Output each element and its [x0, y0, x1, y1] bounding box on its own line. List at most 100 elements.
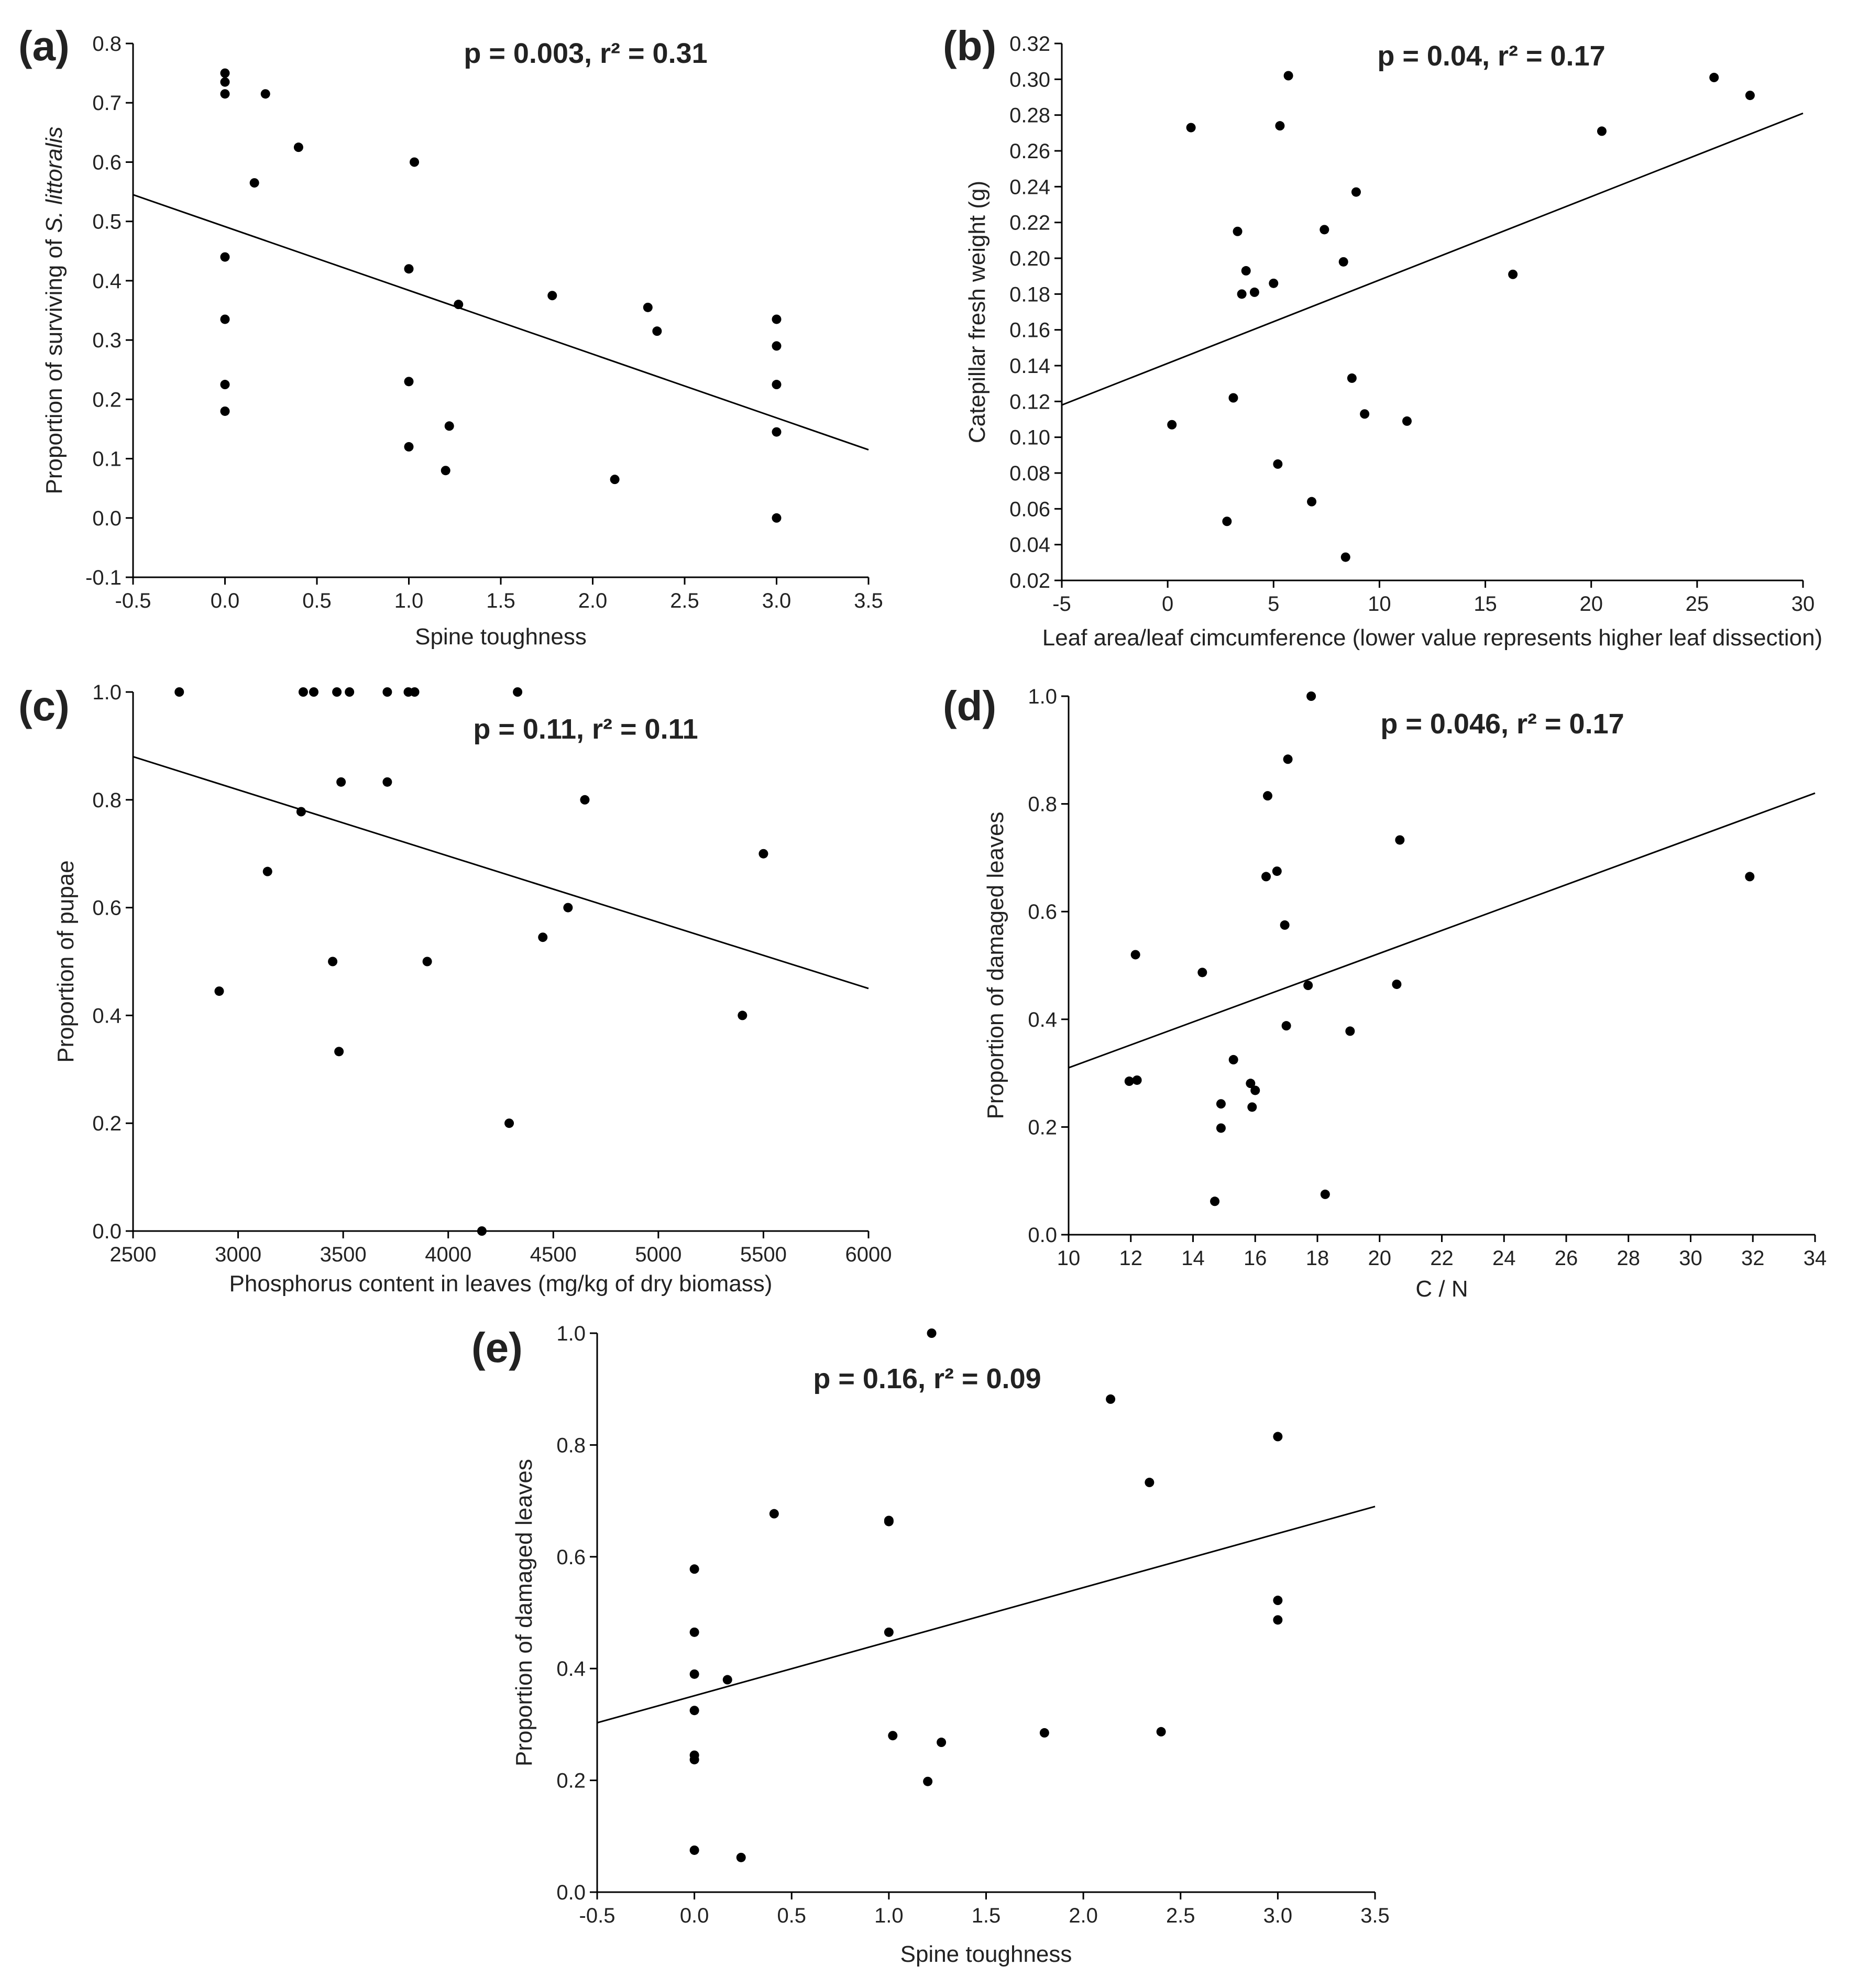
y-tick-label: 0.6 [1028, 900, 1057, 924]
data-point [1320, 1189, 1330, 1199]
data-point [1233, 226, 1243, 236]
data-point [1156, 1727, 1166, 1737]
x-tick-label: 1.5 [972, 1904, 1001, 1927]
data-point [214, 986, 224, 996]
stats-annotation: p = 0.003, r² = 0.31 [464, 38, 707, 69]
data-point [293, 142, 303, 152]
regression-line [133, 756, 869, 990]
data-point [1039, 1728, 1049, 1738]
data-point [1280, 920, 1290, 930]
data-point [884, 1517, 894, 1526]
data-point [1402, 416, 1412, 426]
data-point [382, 687, 392, 697]
x-tick-label: 30 [1679, 1247, 1702, 1270]
y-tick-label: 0.22 [1009, 212, 1050, 235]
y-tick-label: 0.14 [1009, 355, 1050, 378]
data-point [1597, 126, 1607, 136]
data-point [444, 421, 454, 431]
data-point [1241, 266, 1251, 276]
y-tick-label: 0.04 [1009, 534, 1050, 557]
data-point [1167, 420, 1177, 430]
data-point [404, 264, 414, 274]
x-tick-label: 2.5 [1166, 1904, 1195, 1927]
y-tick-label: 1.0 [556, 1322, 586, 1345]
data-point [937, 1738, 947, 1748]
data-point [1237, 289, 1247, 299]
data-point [1228, 1055, 1238, 1064]
data-point [220, 406, 230, 416]
x-tick-label: 2500 [110, 1243, 157, 1266]
data-point [1263, 791, 1272, 801]
x-tick-label: 20 [1368, 1247, 1392, 1270]
y-tick-label: 0.0 [92, 1220, 122, 1243]
y-tick-label: 0.1 [92, 448, 122, 471]
y-axis-title-species: S. littoralis [41, 127, 67, 233]
data-point [1106, 1394, 1116, 1404]
data-point [652, 326, 662, 336]
y-tick-label: 0.8 [92, 789, 122, 812]
data-point [772, 513, 782, 523]
y-axis-title: Proportion of surviving of S. littoralis [41, 127, 67, 495]
x-tick-label: 12 [1119, 1247, 1143, 1270]
data-point [689, 1627, 699, 1637]
data-point [1320, 225, 1329, 235]
data-point [1307, 497, 1317, 507]
data-point [1303, 981, 1313, 991]
x-tick-label: 2.5 [670, 589, 699, 612]
y-tick-label: 0.6 [92, 897, 122, 920]
data-point [758, 849, 768, 859]
x-tick-label: 26 [1555, 1247, 1578, 1270]
data-point [547, 291, 557, 301]
x-tick-label: 15 [1474, 592, 1497, 616]
data-point [1360, 409, 1370, 419]
x-tick-label: 1.0 [394, 589, 424, 612]
regression-line [1061, 112, 1804, 406]
y-tick-label: 0.16 [1009, 319, 1050, 342]
data-point [1132, 1075, 1142, 1085]
y-tick-label: 0.6 [556, 1546, 586, 1569]
x-axis-title: C / N [1415, 1276, 1468, 1302]
x-tick-label: 20 [1579, 592, 1603, 616]
data-point [260, 89, 270, 99]
data-point [1186, 123, 1196, 133]
data-point [1340, 552, 1350, 562]
y-axis-title: Proportion of damaged leaves [983, 811, 1008, 1119]
data-point [441, 466, 450, 476]
data-point [1345, 1026, 1355, 1036]
data-point [689, 1755, 699, 1765]
data-point [689, 1564, 699, 1574]
data-point [220, 68, 230, 78]
data-point [1392, 979, 1402, 989]
x-tick-label: 5 [1268, 592, 1279, 616]
data-point [1250, 1085, 1260, 1095]
panel-e: -0.5 0.0 0.5 1.0 1.5 2.0 2.5 3.0 3.50.00.20.40.6… [471, 1322, 1390, 1967]
x-tick-label: 32 [1741, 1247, 1765, 1270]
x-tick-label: -0.5 [115, 589, 151, 612]
data-point [1347, 373, 1357, 383]
data-point [1709, 72, 1719, 82]
x-tick-label: 10 [1368, 592, 1391, 616]
data-point [769, 1509, 779, 1519]
y-tick-label: 0.3 [92, 329, 122, 352]
y-tick-label: 0.2 [92, 388, 122, 411]
y-axis-title: Catepillar fresh weight (g) [964, 181, 990, 443]
x-tick-label: -0.5 [579, 1904, 615, 1927]
data-point [772, 314, 782, 324]
data-point [1124, 1077, 1134, 1086]
stats-annotation: p = 0.16, r² = 0.09 [813, 1363, 1041, 1394]
y-tick-label: 0.10 [1009, 426, 1050, 449]
regression-line [133, 194, 869, 451]
data-point [249, 178, 259, 188]
data-point [1197, 968, 1207, 977]
x-tick-label: 6000 [845, 1243, 892, 1266]
data-point [336, 777, 346, 787]
data-point [1351, 187, 1361, 197]
data-point [1222, 517, 1232, 526]
y-tick-label: 0.18 [1009, 283, 1050, 306]
panel-label: (e) [471, 1324, 523, 1371]
y-tick-label: 0.2 [556, 1770, 586, 1793]
data-point [220, 380, 230, 390]
y-tick-label: 0.8 [1028, 793, 1057, 816]
x-tick-label: 18 [1306, 1247, 1329, 1270]
data-point [504, 1118, 514, 1128]
